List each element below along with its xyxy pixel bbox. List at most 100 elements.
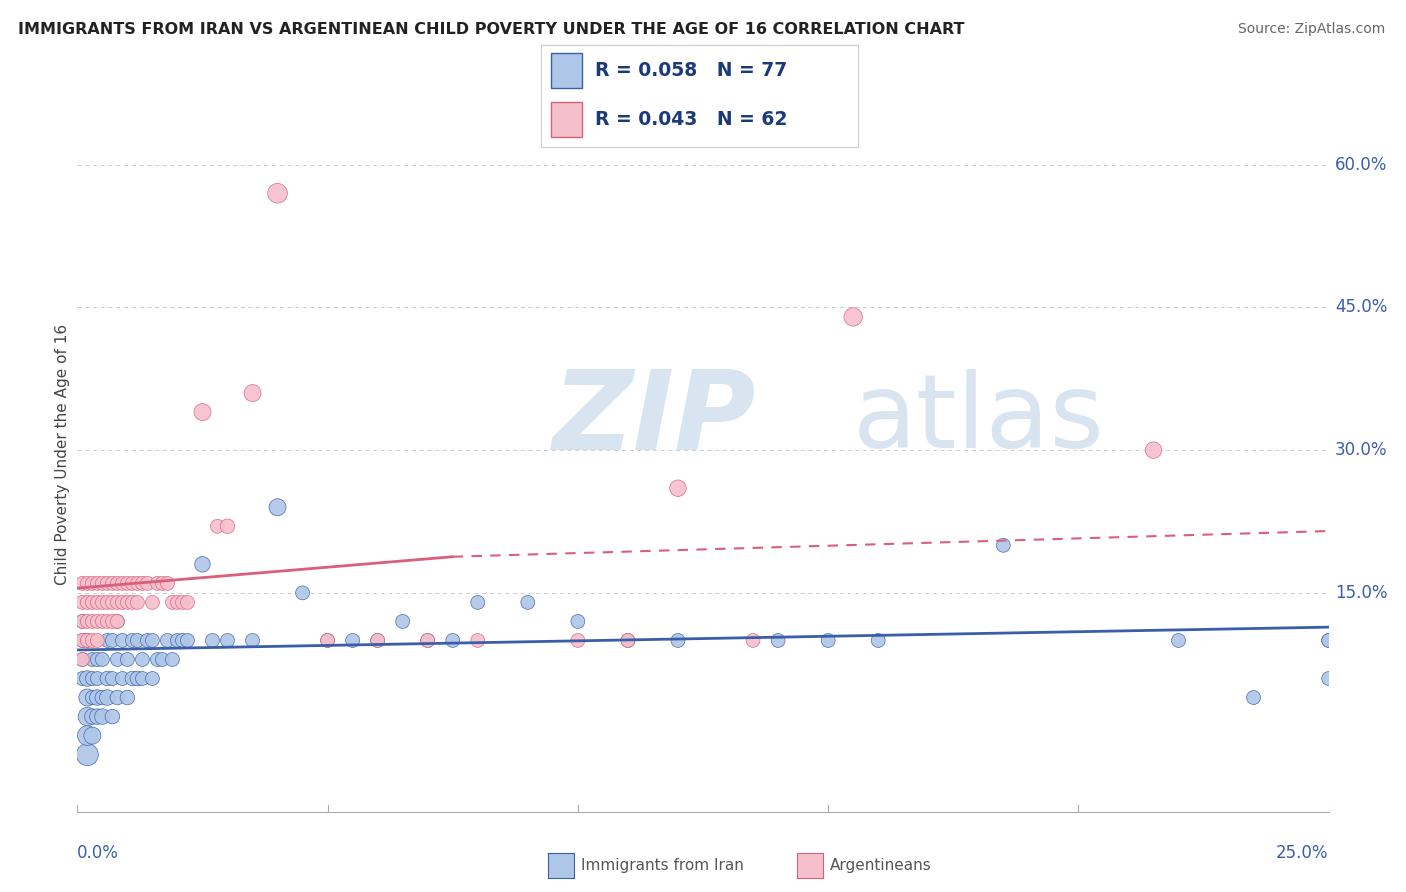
Point [191, 558, 214, 572]
Point [166, 633, 188, 648]
Point [131, 576, 153, 591]
Point [86, 576, 108, 591]
Point [316, 633, 339, 648]
Point [72, 652, 94, 666]
Point [91, 709, 114, 723]
Point [121, 672, 143, 686]
Point [76, 709, 98, 723]
Point [76, 690, 98, 705]
Point [86, 652, 108, 666]
Point [136, 633, 159, 648]
Point [82, 615, 104, 629]
Text: Source: ZipAtlas.com: Source: ZipAtlas.com [1237, 22, 1385, 37]
Point [72, 576, 94, 591]
Text: 60.0%: 60.0% [1334, 156, 1388, 174]
Point [72, 633, 94, 648]
Text: Argentineans: Argentineans [830, 858, 931, 872]
Text: 15.0%: 15.0% [1334, 584, 1388, 602]
Point [266, 500, 288, 515]
Point [176, 595, 198, 609]
Text: R = 0.043   N = 62: R = 0.043 N = 62 [595, 110, 787, 129]
Point [131, 672, 153, 686]
Point [242, 633, 264, 648]
Point [1317, 633, 1340, 648]
Point [121, 595, 143, 609]
Point [567, 633, 589, 648]
Point [201, 633, 224, 648]
Point [72, 672, 94, 686]
Point [127, 633, 149, 648]
Point [127, 672, 149, 686]
Point [72, 595, 94, 609]
Point [96, 576, 118, 591]
Point [101, 633, 124, 648]
Point [242, 386, 264, 401]
Point [76, 615, 98, 629]
Point [82, 652, 104, 666]
Text: atlas: atlas [853, 368, 1105, 470]
Point [156, 576, 179, 591]
Point [842, 310, 865, 324]
Point [76, 576, 98, 591]
Point [1167, 633, 1189, 648]
Point [131, 652, 153, 666]
Point [117, 690, 139, 705]
Point [666, 633, 689, 648]
Point [101, 672, 124, 686]
Point [82, 709, 104, 723]
Point [96, 615, 118, 629]
Point [742, 633, 765, 648]
Point [76, 633, 98, 648]
Point [86, 633, 108, 648]
Point [141, 595, 163, 609]
Point [191, 405, 214, 419]
Point [617, 633, 640, 648]
Point [96, 595, 118, 609]
Point [156, 633, 179, 648]
Point [217, 633, 239, 648]
Point [316, 633, 339, 648]
Point [82, 672, 104, 686]
Point [117, 595, 139, 609]
Text: ZIP: ZIP [553, 366, 756, 473]
Point [86, 709, 108, 723]
Point [111, 633, 134, 648]
Point [152, 576, 174, 591]
Point [121, 633, 143, 648]
Text: 45.0%: 45.0% [1334, 299, 1388, 317]
Point [76, 747, 98, 762]
Text: 25.0%: 25.0% [1277, 844, 1329, 862]
Point [105, 576, 128, 591]
Point [467, 595, 489, 609]
Point [72, 615, 94, 629]
Point [91, 652, 114, 666]
Point [105, 615, 128, 629]
Point [1317, 633, 1340, 648]
Text: Immigrants from Iran: Immigrants from Iran [581, 858, 744, 872]
Point [76, 672, 98, 686]
Point [76, 633, 98, 648]
Point [1243, 690, 1265, 705]
Point [121, 576, 143, 591]
Point [96, 690, 118, 705]
Point [117, 576, 139, 591]
Point [127, 576, 149, 591]
Point [101, 595, 124, 609]
Point [91, 615, 114, 629]
Point [105, 615, 128, 629]
Bar [551, 102, 582, 137]
Point [367, 633, 389, 648]
Point [817, 633, 839, 648]
Point [127, 595, 149, 609]
Point [416, 633, 439, 648]
Point [82, 729, 104, 743]
Point [86, 690, 108, 705]
Point [86, 615, 108, 629]
Point [217, 519, 239, 533]
Point [441, 633, 464, 648]
Point [166, 595, 188, 609]
Point [1317, 672, 1340, 686]
Text: 30.0%: 30.0% [1334, 442, 1388, 459]
Point [82, 690, 104, 705]
Point [993, 538, 1015, 552]
